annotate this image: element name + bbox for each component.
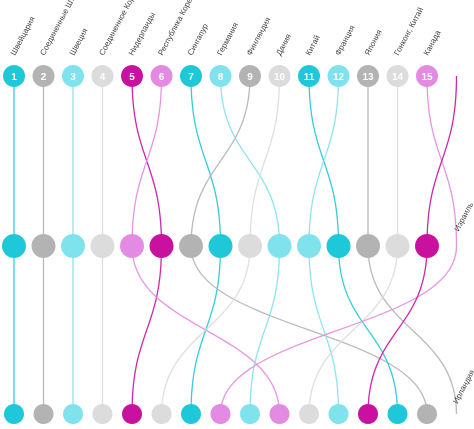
country-label-3: Швеция [68, 27, 90, 57]
rank-node-12-stage-1 [327, 65, 350, 87]
rank-node-10-stage-2 [238, 234, 262, 258]
rank-number-14: 14 [392, 72, 404, 83]
rank-node-7-stage-3 [181, 404, 201, 424]
rank-node-15-stage-3 [210, 404, 231, 424]
series-line-12-stage-2 [308, 245, 340, 415]
rank-node-2-stage-3 [33, 404, 54, 424]
rank-node-1-stage-3 [4, 404, 24, 424]
rank-node-11-stage-2 [326, 234, 351, 258]
rank-node-15-stage-1 [416, 65, 438, 87]
rank-node-14-stage-1 [386, 65, 409, 87]
rank-node-3-stage-2 [61, 234, 85, 258]
rank-number-15: 15 [421, 72, 433, 83]
rank-number-1: 1 [11, 72, 17, 83]
series-line-16-stage-2 [367, 245, 428, 415]
side-label-2: Ирландия [451, 368, 474, 405]
rank-node-13-stage-2 [356, 234, 380, 258]
rank-node-2-stage-1 [32, 65, 55, 87]
rank-node-16-stage-2 [415, 234, 439, 258]
country-label-1: Швейцария [9, 15, 37, 57]
rank-number-8: 8 [218, 72, 224, 83]
rank-node-10-stage-1 [268, 65, 291, 87]
rank-node-5-stage-2 [149, 234, 174, 258]
country-label-5: Нидерланды [127, 11, 157, 57]
series-line-7-stage-1 [190, 75, 222, 247]
rank-node-16-stage-3 [358, 404, 378, 424]
rank-node-14-stage-3 [299, 404, 319, 424]
country-label-13: Япония [363, 28, 384, 57]
country-label-8: Германия [215, 21, 240, 57]
country-label-10: Дания [274, 32, 293, 57]
series-line-8-stage-1 [219, 75, 281, 247]
rank-number-4: 4 [100, 72, 106, 83]
rank-node-6-stage-2 [120, 234, 144, 258]
series-line-15-stage-2 [219, 245, 458, 415]
country-label-15: Канада [422, 28, 443, 57]
country-label-11: Китай [304, 34, 322, 57]
rank-node-4-stage-2 [90, 234, 115, 258]
series-lines [13, 75, 458, 415]
rank-number-11: 11 [304, 72, 315, 83]
series-line-16-stage-1 [426, 75, 458, 247]
series-line-9-stage-2 [190, 245, 428, 415]
rank-node-9-stage-2 [179, 234, 203, 258]
rank-node-8-stage-3 [240, 404, 260, 424]
rank-node-4-stage-1 [91, 65, 114, 87]
rank-number-5: 5 [129, 72, 135, 83]
series-line-8-stage-2 [249, 245, 281, 415]
country-label-12: Франция [333, 24, 356, 57]
rank-node-3-stage-1 [62, 65, 84, 87]
rank-node-4-stage-3 [92, 404, 113, 424]
series-line-10-stage-1 [249, 75, 281, 247]
rank-node-11-stage-3 [387, 404, 408, 424]
rank-node-10-stage-3 [151, 404, 172, 424]
series-line-6-stage-1 [131, 75, 163, 247]
rank-node-2-stage-2 [31, 234, 56, 258]
rank-node-6-stage-3 [269, 404, 290, 424]
rank-node-7-stage-2 [208, 234, 233, 258]
rank-node-12-stage-3 [328, 404, 349, 424]
rank-node-5-stage-1 [121, 65, 143, 87]
country-label-7: Сингапур [186, 22, 210, 57]
rank-node-12-stage-2 [297, 234, 321, 258]
series-line-11-stage-2 [337, 245, 399, 415]
rank-node-9-stage-1 [239, 65, 261, 87]
rank-number-12: 12 [333, 72, 345, 83]
rank-number-6: 6 [159, 72, 165, 83]
rank-number-2: 2 [41, 72, 47, 83]
rank-node-13-stage-1 [357, 65, 379, 87]
rank-node-5-stage-3 [122, 404, 142, 424]
rank-node-11-stage-1 [298, 65, 320, 87]
series-line-13-stage-2 [367, 245, 458, 415]
rank-node-8-stage-2 [267, 234, 292, 258]
series-line-5-stage-2 [131, 245, 163, 415]
rank-node-7-stage-1 [180, 65, 202, 87]
rank-number-13: 13 [362, 72, 374, 83]
rank-node-1-stage-2 [2, 234, 26, 258]
rank-node-8-stage-1 [209, 65, 232, 87]
rank-node-9-stage-3 [417, 404, 437, 424]
series-line-12-stage-1 [308, 75, 340, 247]
rank-node-14-stage-2 [385, 234, 410, 258]
rank-node-6-stage-1 [150, 65, 173, 87]
rank-number-3: 3 [70, 72, 76, 83]
rank-nodes [2, 65, 439, 424]
rank-number-10: 10 [274, 72, 286, 83]
series-line-10-stage-2 [160, 245, 251, 415]
rank-node-1-stage-1 [3, 65, 25, 87]
rank-node-3-stage-3 [63, 404, 83, 424]
rank-number-7: 7 [188, 72, 194, 83]
series-line-14-stage-2 [308, 245, 399, 415]
rank-number-9: 9 [247, 72, 253, 83]
country-label-14: Гонконг, Китай [392, 6, 425, 57]
country-label-9: Финляндия [245, 16, 273, 57]
country-label-2: Соединенные Штаты Америки [38, 0, 99, 57]
series-line-9-stage-1 [190, 75, 251, 247]
